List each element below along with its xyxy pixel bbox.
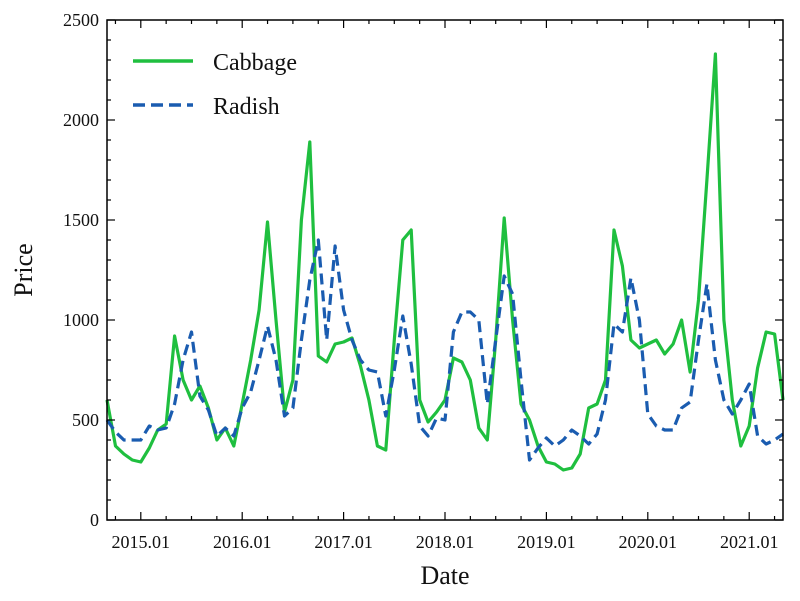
y-tick-label: 2000 (63, 110, 99, 130)
series-line-cabbage (105, 52, 785, 472)
x-tick-label: 2018.01 (416, 532, 475, 552)
axis-ticks: 0 500 1000 1500 2000 2500 2015.01 2016.01 2017.0… (63, 10, 783, 552)
plot-lines (105, 52, 785, 472)
x-tick-label: 2020.01 (619, 532, 678, 552)
legend-label-radish: Radish (213, 94, 280, 120)
x-tick-label: 2017.01 (314, 532, 373, 552)
legend: Cabbage Radish (133, 50, 297, 120)
x-axis-label: Date (420, 561, 469, 590)
series-line-radish (105, 238, 784, 462)
plot-frame (106, 19, 784, 521)
y-axis-label: Price (9, 243, 38, 296)
y-tick-label: 500 (72, 410, 99, 430)
legend-label-cabbage: Cabbage (213, 50, 297, 76)
y-tick-label: 2500 (63, 10, 99, 30)
y-tick-label: 1500 (63, 210, 99, 230)
x-tick-label: 2016.01 (213, 532, 272, 552)
y-tick-label: 1000 (63, 310, 99, 330)
y-tick-label: 0 (90, 510, 99, 530)
x-tick-label: 2019.01 (517, 532, 576, 552)
x-tick-label: 2015.01 (112, 532, 171, 552)
x-tick-label: 2021.01 (720, 532, 779, 552)
